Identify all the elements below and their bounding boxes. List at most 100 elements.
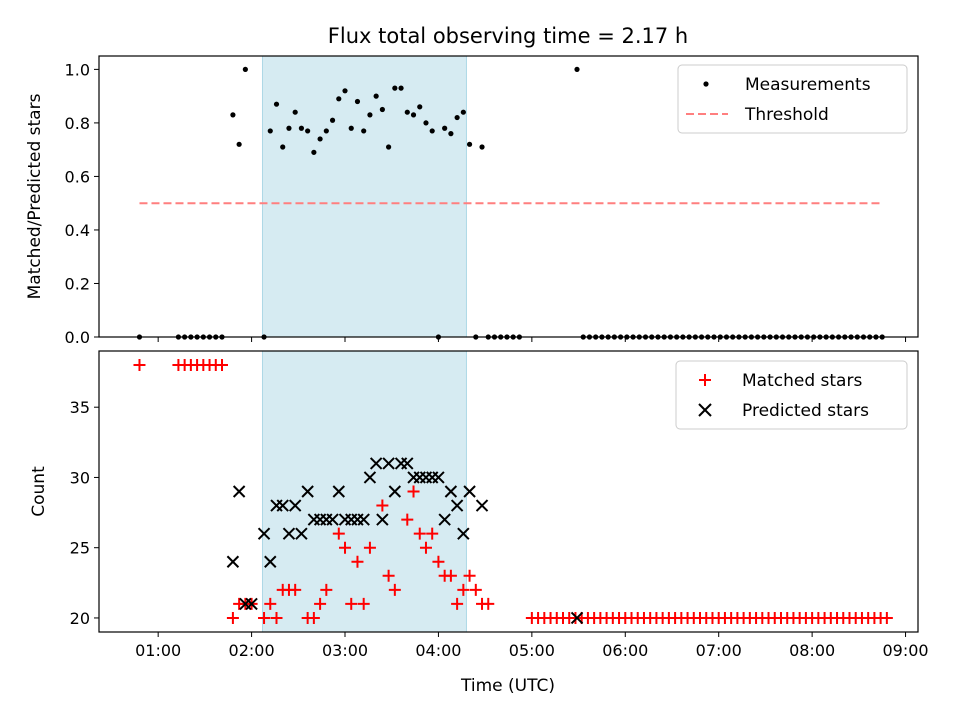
bottom-axis-ticks bbox=[94, 406, 907, 637]
measurement-point bbox=[398, 85, 404, 91]
matched-star-point bbox=[133, 359, 146, 372]
predicted-star-point bbox=[444, 485, 458, 498]
matched-star-point bbox=[345, 597, 358, 610]
matched-star-point bbox=[351, 555, 364, 568]
measurement-point bbox=[323, 128, 329, 134]
top-panel: 0.0 0.2 0.4 0.6 0.8 1.0 Matched/Predicted sta… bbox=[25, 55, 919, 347]
x-axis-label: Time (UTC) bbox=[460, 676, 555, 696]
predicted-star-point bbox=[332, 485, 345, 498]
measurement-point bbox=[429, 128, 435, 134]
x-tick-label: 07:00 bbox=[696, 641, 742, 660]
predicted-star-point bbox=[475, 499, 489, 512]
predicted-star-point bbox=[432, 471, 445, 484]
bottom-y-tick-labels: 20 25 30 35 bbox=[70, 398, 90, 628]
predicted-star-point bbox=[357, 513, 370, 526]
shaded-interval bbox=[261, 350, 467, 633]
measurement-point bbox=[336, 96, 342, 102]
predicted-star-point bbox=[301, 485, 314, 498]
matched-star-point bbox=[216, 359, 229, 372]
matched-star-point bbox=[270, 611, 283, 624]
matched-star-point bbox=[426, 527, 439, 540]
x-tick-labels: 01:00 02:00 03:00 04:00 05:00 06:00 07:00 08:00… bbox=[135, 641, 928, 660]
measurement-point bbox=[280, 144, 286, 150]
predicted-star-point bbox=[257, 527, 271, 540]
matched-star-point bbox=[307, 611, 320, 624]
matched-star-point bbox=[339, 541, 352, 554]
legend-predicted-label: Predicted stars bbox=[742, 401, 869, 421]
legend-matched-label: Matched stars bbox=[742, 371, 862, 391]
matched-star-point bbox=[226, 611, 239, 624]
measurement-point bbox=[574, 66, 580, 72]
measurement-point bbox=[348, 125, 354, 131]
chart-title: Flux total observing time = 2.17 h bbox=[328, 24, 688, 48]
legend-measurements-marker bbox=[703, 81, 709, 87]
matched-star-point bbox=[357, 597, 370, 610]
predicted-star-point bbox=[438, 513, 451, 526]
matched-star-point bbox=[444, 569, 457, 582]
legend-threshold-label: Threshold bbox=[744, 105, 829, 125]
measurement-point bbox=[242, 66, 248, 72]
predicted-star-point bbox=[388, 485, 402, 498]
matched-star-point bbox=[388, 583, 401, 596]
bottom-axes-frame bbox=[98, 350, 919, 633]
x-tick-label: 03:00 bbox=[322, 641, 368, 660]
measurement-point bbox=[466, 141, 473, 147]
measurement-point bbox=[329, 117, 336, 123]
measurement-point bbox=[305, 128, 311, 134]
bottom-shaded-interval bbox=[261, 350, 467, 633]
measurement-point bbox=[448, 131, 454, 137]
matched-star-point bbox=[880, 611, 893, 624]
predicted-star-point bbox=[463, 485, 476, 498]
x-tick-label: 02:00 bbox=[229, 641, 275, 660]
top-shaded-interval bbox=[261, 55, 467, 338]
bottom-y-tick-label: 25 bbox=[70, 539, 90, 558]
measurement-point bbox=[354, 98, 361, 105]
top-y-tick-label: 0.8 bbox=[65, 114, 90, 133]
predicted-star-points bbox=[226, 457, 584, 625]
predicted-star-point bbox=[226, 555, 240, 568]
bottom-y-tick-label: 35 bbox=[70, 398, 90, 417]
matched-star-point bbox=[382, 569, 395, 582]
measurement-point bbox=[454, 114, 460, 121]
x-tick-label: 06:00 bbox=[602, 641, 648, 660]
matched-star-point bbox=[401, 513, 414, 526]
measurement-point bbox=[236, 141, 242, 147]
predicted-star-point bbox=[264, 555, 277, 568]
bottom-y-tick-label: 20 bbox=[70, 609, 90, 628]
predicted-star-point bbox=[570, 611, 584, 625]
predicted-star-point bbox=[326, 513, 339, 526]
measurement-point bbox=[267, 128, 273, 134]
predicted-star-point bbox=[282, 527, 296, 540]
measurement-point bbox=[298, 125, 305, 131]
matched-star-point bbox=[376, 499, 389, 512]
top-legend: Measurements Threshold bbox=[677, 64, 908, 134]
matched-star-point bbox=[419, 541, 432, 554]
top-y-tick-label: 0.2 bbox=[65, 274, 90, 293]
matched-star-point bbox=[264, 597, 277, 610]
bottom-y-tick-label: 30 bbox=[70, 468, 90, 487]
matched-star-point bbox=[314, 597, 327, 610]
measurement-point bbox=[311, 149, 317, 155]
measurement-point bbox=[273, 101, 280, 107]
matched-star-point bbox=[407, 485, 420, 498]
predicted-star-point bbox=[232, 485, 246, 498]
measurement-point bbox=[410, 112, 417, 118]
matched-star-point bbox=[469, 583, 482, 596]
matched-star-point bbox=[320, 583, 333, 596]
predicted-star-point bbox=[382, 457, 395, 470]
matched-star-point bbox=[258, 611, 271, 624]
matched-star-point bbox=[432, 555, 445, 568]
legend-measurements-label: Measurements bbox=[745, 75, 871, 95]
measurement-point bbox=[342, 88, 348, 94]
measurement-point bbox=[392, 85, 398, 91]
predicted-star-point bbox=[288, 499, 302, 512]
matched-star-point bbox=[363, 541, 376, 554]
measurement-point bbox=[292, 109, 298, 115]
measurement-point bbox=[386, 144, 392, 150]
measurement-point bbox=[373, 93, 379, 99]
predicted-star-point bbox=[457, 527, 470, 540]
predicted-star-point bbox=[376, 513, 389, 526]
predicted-star-point bbox=[295, 527, 308, 540]
